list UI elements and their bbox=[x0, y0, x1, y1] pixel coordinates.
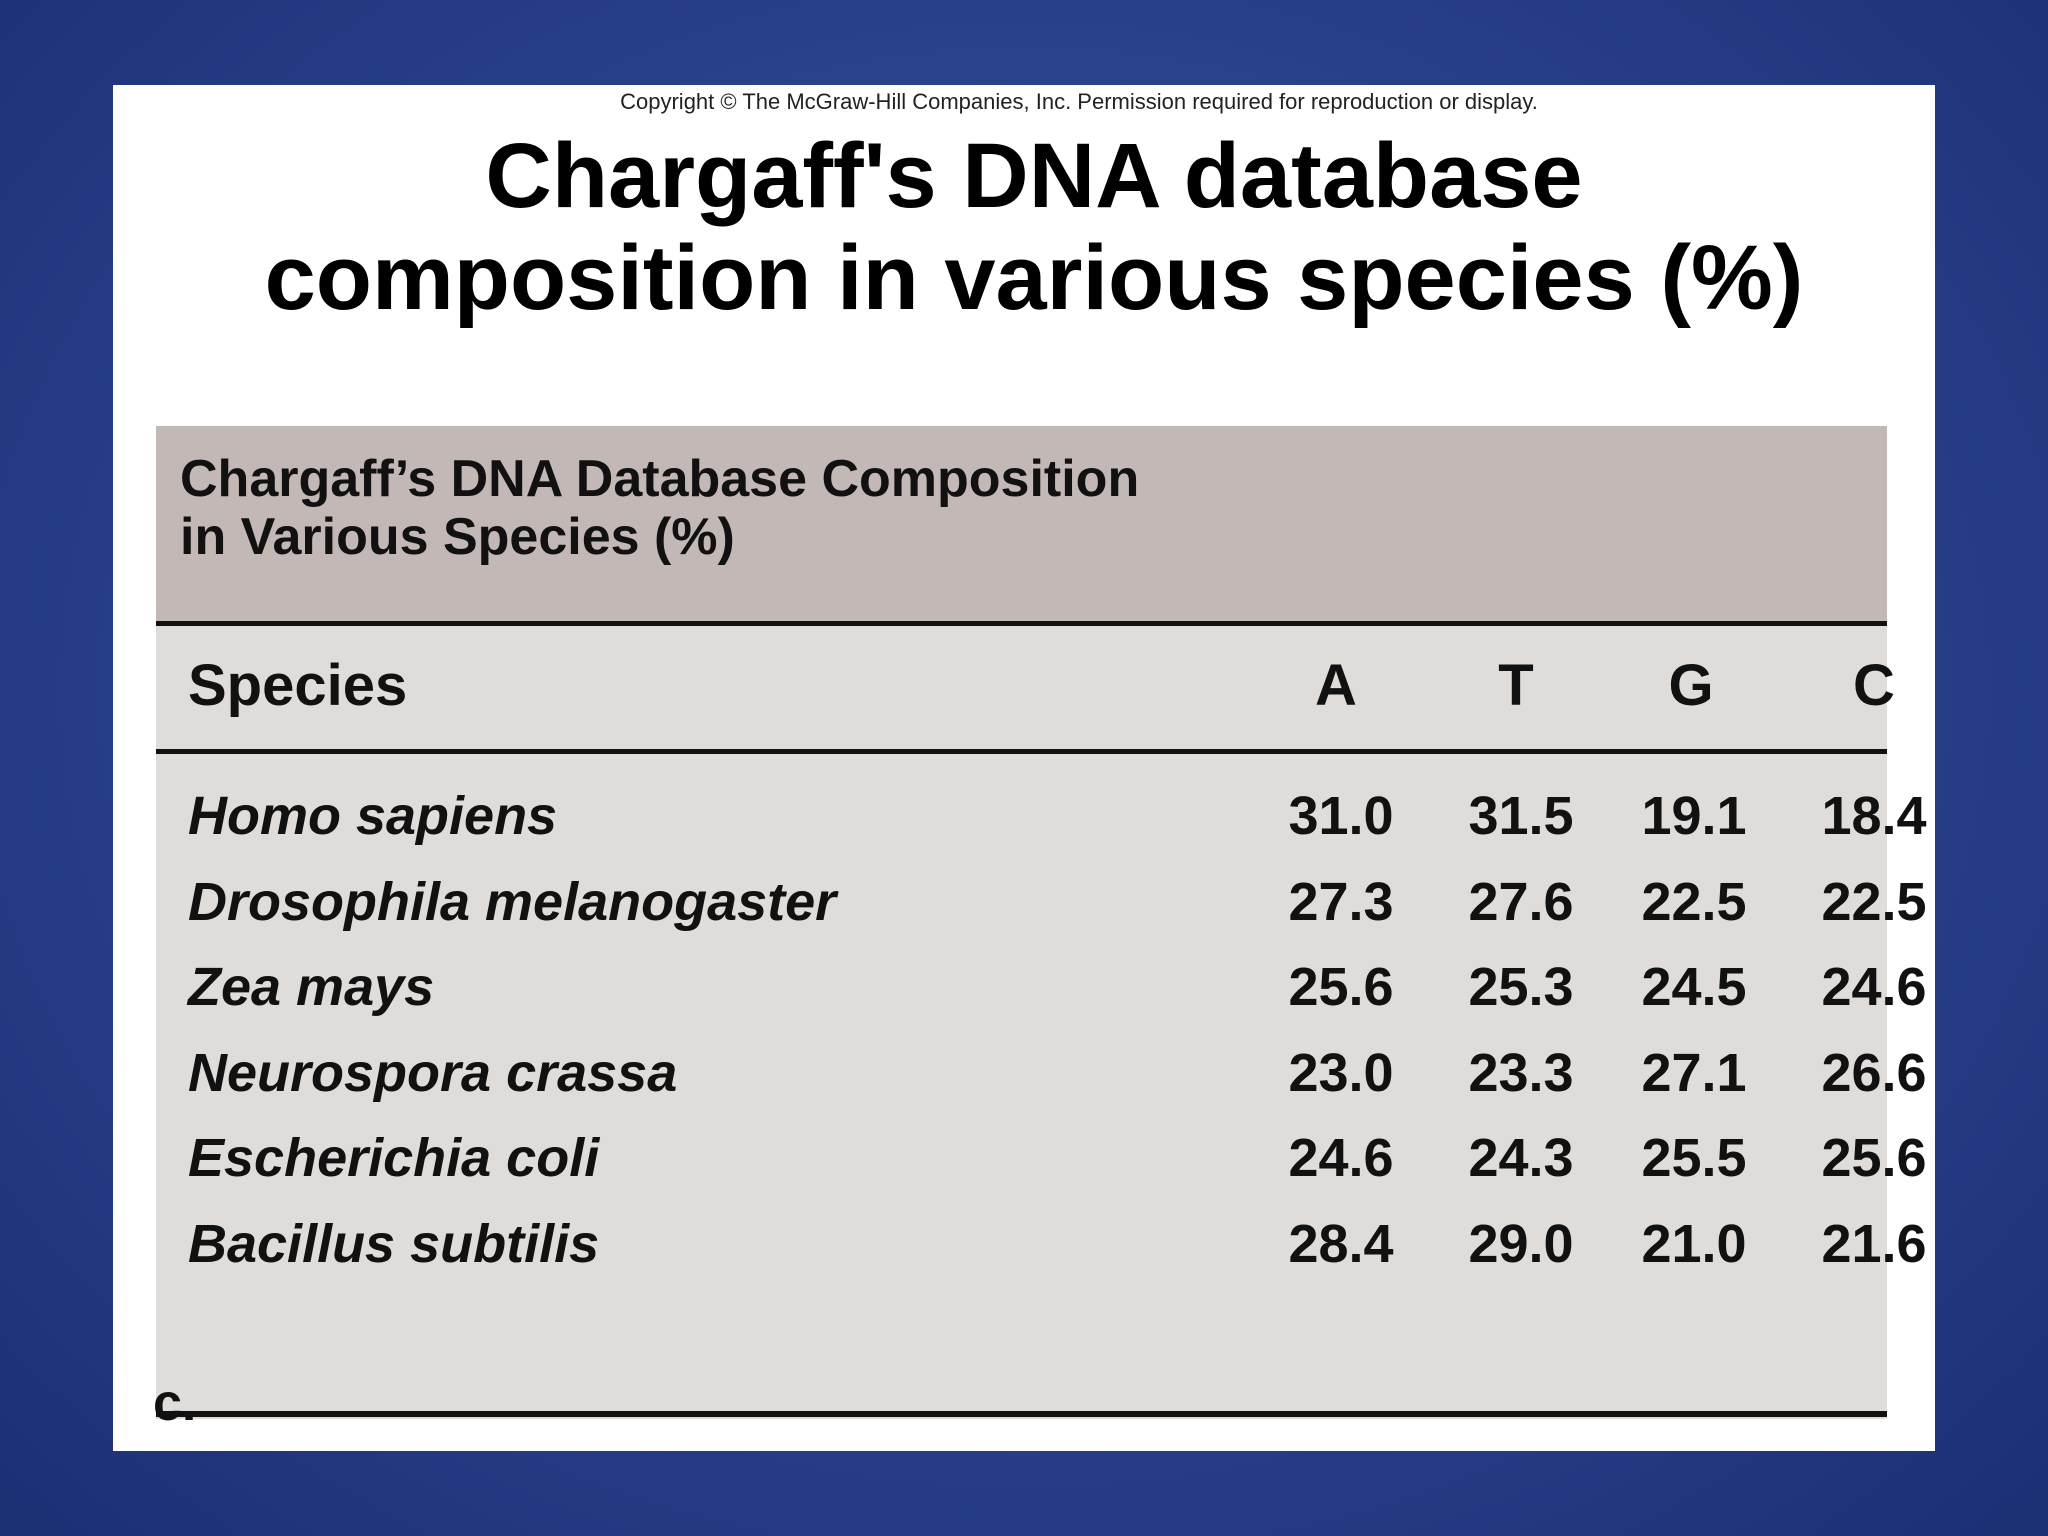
value-c: 26.6 bbox=[1821, 1042, 1927, 1103]
value-g: 22.5 bbox=[1641, 871, 1747, 932]
table-row: Bacillus subtilis 28.4 29.0 21.0 21.6 bbox=[156, 1202, 1927, 1288]
value-a: 28.4 bbox=[1288, 1213, 1394, 1274]
table-row: Drosophila melanogaster 27.3 27.6 22.5 2… bbox=[156, 860, 1927, 946]
table-caption: Chargaff’s DNA Database Composition in V… bbox=[180, 450, 1139, 566]
copyright-notice: Copyright © The McGraw-Hill Companies, I… bbox=[620, 89, 1538, 114]
table-row: Neurospora crassa 23.0 23.3 27.1 26.6 bbox=[156, 1031, 1927, 1117]
title-line-2: composition in various species (%) bbox=[264, 227, 1804, 329]
table-caption-line-2: in Various Species (%) bbox=[180, 508, 735, 566]
value-t: 24.3 bbox=[1468, 1128, 1574, 1188]
table-row: Escherichia coli 24.6 24.3 25.5 25.6 bbox=[156, 1116, 1927, 1202]
value-t: 25.3 bbox=[1468, 957, 1574, 1017]
value-c: 21.6 bbox=[1821, 1213, 1927, 1274]
table-caption-band: Chargaff’s DNA Database Composition in V… bbox=[156, 426, 1887, 621]
header-g: G bbox=[1668, 653, 1714, 718]
value-a: 31.0 bbox=[1288, 786, 1394, 846]
value-g: 27.1 bbox=[1641, 1042, 1747, 1103]
species-name: Neurospora crassa bbox=[188, 1042, 678, 1103]
table-rule-bottom bbox=[156, 1411, 1887, 1417]
value-a: 27.3 bbox=[1288, 871, 1394, 932]
table-row: Homo sapiens 31.0 31.5 19.1 18.4 bbox=[156, 774, 1927, 860]
title-line-1: Chargaff's DNA database bbox=[485, 125, 1583, 227]
slide: Copyright © The McGraw-Hill Companies, I… bbox=[113, 85, 1935, 1451]
header-c: C bbox=[1853, 653, 1895, 718]
value-g: 24.5 bbox=[1641, 957, 1747, 1017]
species-name: Escherichia coli bbox=[188, 1128, 600, 1188]
value-g: 25.5 bbox=[1641, 1128, 1747, 1188]
table-body: Homo sapiens 31.0 31.5 19.1 18.4 Drosoph… bbox=[156, 774, 1927, 1288]
table-row: Zea mays 25.6 25.3 24.5 24.6 bbox=[156, 945, 1927, 1031]
value-t: 23.3 bbox=[1468, 1042, 1574, 1103]
value-c: 25.6 bbox=[1821, 1128, 1927, 1188]
value-a: 25.6 bbox=[1288, 957, 1394, 1017]
value-t: 29.0 bbox=[1468, 1213, 1574, 1274]
slide-title: Chargaff's DNA database composition in v… bbox=[113, 125, 1935, 329]
table-rule-top bbox=[156, 621, 1887, 626]
value-a: 24.6 bbox=[1288, 1128, 1394, 1188]
header-t: T bbox=[1498, 653, 1534, 718]
species-name: Drosophila melanogaster bbox=[188, 871, 837, 932]
value-c: 18.4 bbox=[1821, 786, 1927, 846]
header-a: A bbox=[1315, 653, 1357, 718]
value-g: 21.0 bbox=[1641, 1213, 1747, 1274]
species-name: Homo sapiens bbox=[188, 786, 558, 846]
figure-label: c. bbox=[153, 1374, 197, 1432]
composition-table: Chargaff’s DNA Database Composition in V… bbox=[156, 426, 1927, 1419]
species-name: Zea mays bbox=[188, 957, 435, 1017]
value-c: 24.6 bbox=[1821, 957, 1927, 1017]
value-t: 27.6 bbox=[1468, 871, 1574, 932]
value-t: 31.5 bbox=[1468, 786, 1574, 846]
value-g: 19.1 bbox=[1641, 786, 1747, 846]
species-name: Bacillus subtilis bbox=[188, 1213, 600, 1274]
value-c: 22.5 bbox=[1821, 871, 1927, 932]
header-species: Species bbox=[188, 653, 408, 718]
table-rule-header bbox=[156, 749, 1887, 754]
value-a: 23.0 bbox=[1288, 1042, 1394, 1103]
table-caption-line-1: Chargaff’s DNA Database Composition bbox=[180, 450, 1140, 508]
